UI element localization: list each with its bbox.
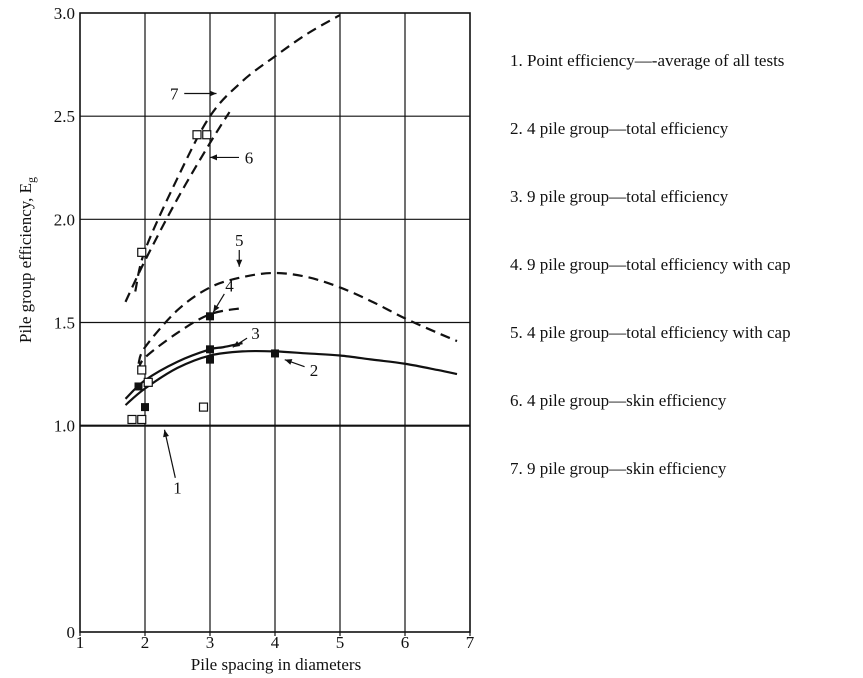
series-line-2 <box>126 351 458 405</box>
filled-square-marker <box>206 312 214 320</box>
legend-item-1: 1. Point efficiency—-average of all test… <box>510 50 791 118</box>
legend-item-6: 6. 4 pile group—skin efficiency <box>510 390 791 458</box>
pointer-line-1 <box>165 430 176 478</box>
series-line-5 <box>139 273 458 364</box>
filled-square-marker <box>135 382 143 390</box>
filled-square-marker <box>206 345 214 353</box>
pointer-arrowhead-2 <box>285 359 293 365</box>
open-square-marker <box>138 248 146 256</box>
open-square-marker <box>193 131 201 139</box>
y-tick-label: 3.0 <box>54 4 75 23</box>
curve-labels: 1 2 3 4 5 6 7 <box>163 84 318 497</box>
curve-label-3: 3 <box>251 324 260 343</box>
series-line-6 <box>126 112 230 302</box>
open-square-marker <box>138 415 146 423</box>
pointer-arrowhead-5 <box>236 260 242 267</box>
x-axis-title: Pile spacing in diameters <box>191 655 361 674</box>
filled-square-marker <box>206 356 214 364</box>
y-axis-title: Pile group efficiency, Eg <box>16 177 38 343</box>
open-square-marker <box>128 415 136 423</box>
y-axis-title-subscript: g <box>24 177 38 183</box>
filled-square-marker <box>271 349 279 357</box>
pointer-arrowhead-1 <box>163 430 169 437</box>
open-square-marker <box>138 366 146 374</box>
y-tick-label: 0 <box>67 623 76 642</box>
y-tick-label: 1.0 <box>54 417 75 436</box>
legend-item-7: 7. 9 pile group—skin efficiency <box>510 458 791 526</box>
data-markers <box>128 131 279 424</box>
curve-label-2: 2 <box>310 361 319 380</box>
legend-item-5: 5. 4 pile group—total efficiency with ca… <box>510 322 791 390</box>
curve-label-4: 4 <box>225 276 234 295</box>
legend-item-2: 2. 4 pile group—total efficiency <box>510 118 791 186</box>
legend: 1. Point efficiency—-average of all test… <box>510 50 791 526</box>
open-square-marker <box>144 378 152 386</box>
legend-item-3: 3. 9 pile group—total efficiency <box>510 186 791 254</box>
curve-label-7: 7 <box>170 84 179 103</box>
y-tick-label: 2.0 <box>54 210 75 229</box>
curve-label-5: 5 <box>235 231 244 250</box>
pointer-arrowhead-6 <box>210 154 217 160</box>
legend-item-4: 4. 9 pile group—total efficiency with ca… <box>510 254 791 322</box>
pointer-arrowhead-7 <box>210 90 217 96</box>
curve-label-6: 6 <box>245 148 254 167</box>
y-tick-label: 2.5 <box>54 107 75 126</box>
curve-label-1: 1 <box>173 479 182 498</box>
open-square-marker <box>203 131 211 139</box>
series-line-4 <box>139 308 243 370</box>
tick-labels: 1 2 3 4 5 6 7 0 1.0 1.5 2.0 2.5 3.0 <box>54 4 475 652</box>
y-axis-title-main: Pile group efficiency, E <box>16 183 35 343</box>
y-tick-label: 1.5 <box>54 314 75 333</box>
series-line-7 <box>135 15 340 291</box>
open-square-marker <box>200 403 208 411</box>
filled-square-marker <box>141 403 149 411</box>
